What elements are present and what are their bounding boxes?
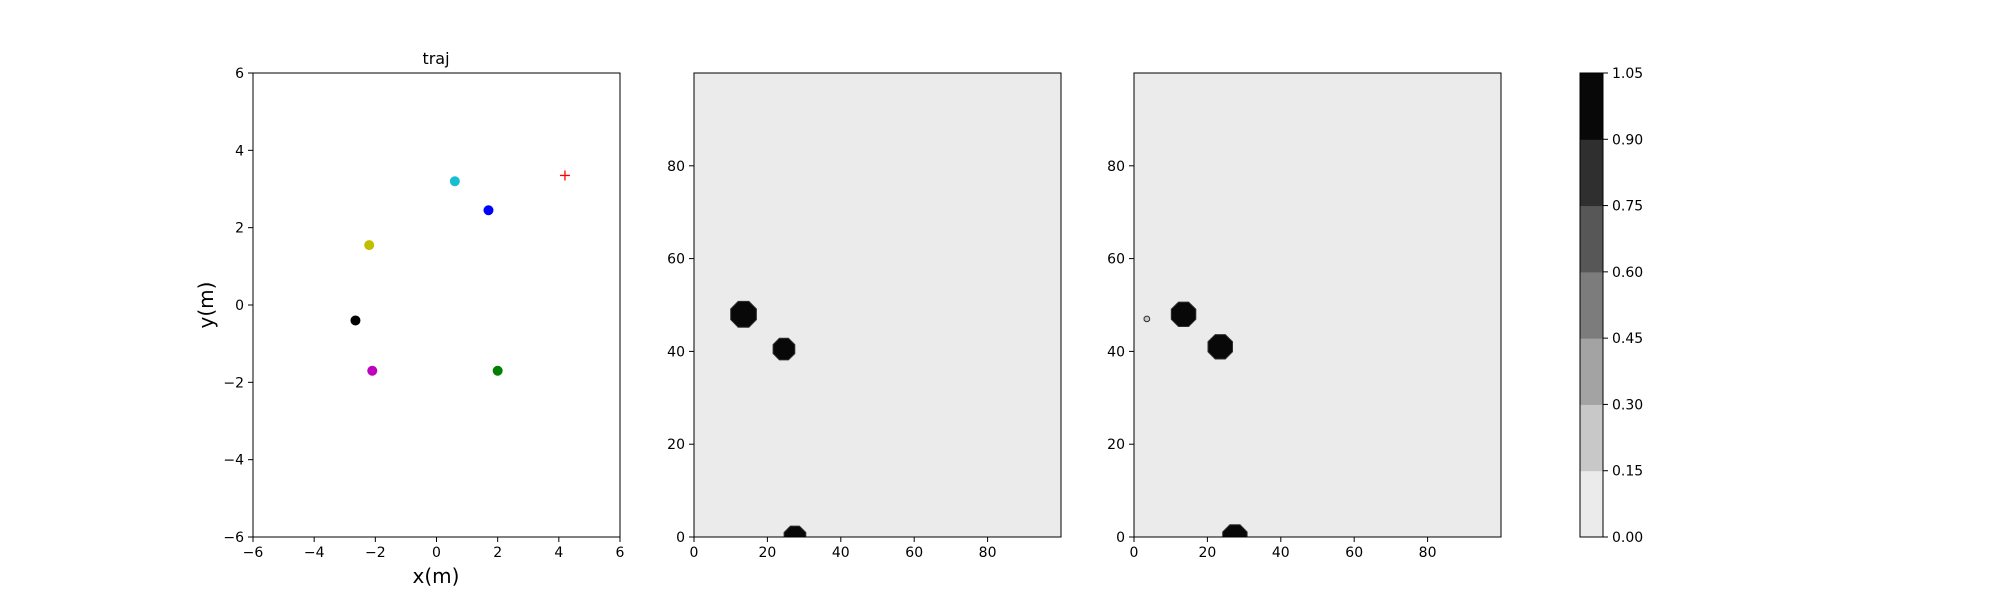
heatmap-2-y-tick-label: 20 (1107, 437, 1125, 453)
traj-y-tick-label: −6 (223, 530, 244, 546)
traj-y-tick-label: −4 (223, 453, 244, 469)
heatmap-1-x-ticks: 0 20 40 60 80 (690, 537, 997, 561)
heatmap-1-y-tick-label: 0 (676, 530, 685, 546)
heatmap-2-y-tick-label: 40 (1107, 344, 1125, 360)
heatmap-2-x-tick-label: 60 (1345, 545, 1363, 561)
goal-marker (559, 170, 570, 181)
traj-y-tick-label: 0 (235, 298, 244, 314)
traj-panel: traj −6 −4 −2 0 2 4 6 −6 −4 −2 0 2 4 6 x(m) y(m) (194, 49, 625, 588)
traj-x-tick-label: −6 (243, 545, 264, 561)
colorbar-levels (1580, 73, 1603, 538)
occupancy-blob (1143, 315, 1151, 323)
heatmap-1-y-tick-label: 40 (667, 344, 685, 360)
heatmap-1-frame (693, 72, 1062, 538)
heatmap-1-y-tick-label: 60 (667, 252, 685, 268)
colorbar-level (1580, 338, 1603, 405)
heatmap-2-background (1134, 73, 1501, 537)
occupancy-blob (730, 300, 757, 328)
traj-y-ticks: −6 −4 −2 0 2 4 6 (223, 66, 253, 546)
agent-point (483, 205, 494, 216)
heatmap-panel-1: 0 20 40 60 80 0 20 40 60 80 (667, 72, 1062, 561)
heatmap-1-y-tick-label: 20 (667, 437, 685, 453)
colorbar-level (1580, 73, 1603, 140)
heatmap-1-y-ticks: 0 20 40 60 80 (667, 159, 694, 546)
traj-y-tick-label: 2 (235, 221, 244, 237)
traj-x-tick-label: −2 (365, 545, 386, 561)
agent-point (367, 365, 378, 376)
colorbar-tick-label: 0.30 (1612, 397, 1643, 413)
heatmap-2-x-tick-label: 40 (1272, 545, 1290, 561)
agent-point (492, 365, 503, 376)
agent-point (350, 315, 361, 326)
occupancy-blob (1222, 524, 1248, 537)
colorbar-level (1580, 139, 1603, 207)
traj-frame (252, 72, 621, 538)
heatmap-1-y-tick-label: 80 (667, 159, 685, 175)
traj-x-tick-label: −4 (304, 545, 325, 561)
colorbar-level (1580, 271, 1603, 339)
traj-x-tick-label: 6 (616, 545, 625, 561)
traj-x-tick-label: 2 (493, 545, 502, 561)
heatmap-2-x-ticks: 0 20 40 60 80 (1130, 537, 1437, 561)
colorbar-level (1580, 205, 1603, 273)
traj-y-label: y(m) (194, 282, 218, 329)
traj-points (350, 170, 570, 376)
heatmap-1-x-tick-label: 80 (979, 545, 997, 561)
heatmap-1-x-tick-label: 40 (832, 545, 850, 561)
colorbar-tick-label: 1.05 (1612, 66, 1643, 82)
heatmap-panel-2: 0 20 40 60 80 0 20 40 60 80 (1107, 72, 1502, 561)
heatmap-2-frame (1133, 72, 1502, 538)
occupancy-blob (772, 337, 796, 361)
traj-y-tick-label: 4 (235, 143, 244, 159)
heatmap-1-x-tick-label: 60 (905, 545, 923, 561)
colorbar-level (1580, 470, 1603, 538)
traj-x-tick-label: 0 (432, 545, 441, 561)
heatmap-1-x-tick-label: 0 (690, 545, 699, 561)
colorbar-level (1580, 404, 1603, 472)
traj-title: traj (422, 49, 449, 68)
traj-x-ticks: −6 −4 −2 0 2 4 6 (243, 537, 625, 561)
occupancy-blob (1207, 334, 1233, 360)
heatmap-2-x-tick-label: 20 (1198, 545, 1216, 561)
colorbar: 0.00 0.15 0.30 0.45 0.60 0.75 0.90 1.05 (1579, 66, 1643, 546)
colorbar-tick-label: 0.75 (1612, 199, 1643, 215)
traj-x-label: x(m) (413, 564, 460, 588)
colorbar-tick-label: 0.60 (1612, 265, 1643, 281)
heatmap-2-blobs (1143, 301, 1248, 537)
heatmap-2-x-tick-label: 0 (1130, 545, 1139, 561)
heatmap-1-blobs (730, 300, 807, 537)
agent-point (364, 240, 375, 251)
heatmap-2-y-tick-label: 80 (1107, 159, 1125, 175)
traj-y-tick-label: −2 (223, 375, 244, 391)
traj-y-tick-label: 6 (235, 66, 244, 82)
heatmap-2-y-ticks: 0 20 40 60 80 (1107, 159, 1134, 546)
colorbar-ticks: 0.00 0.15 0.30 0.45 0.60 0.75 0.90 1.05 (1603, 66, 1643, 546)
colorbar-tick-label: 0.90 (1612, 132, 1643, 148)
colorbar-tick-label: 0.00 (1612, 530, 1643, 546)
heatmap-1-x-tick-label: 20 (758, 545, 776, 561)
heatmap-2-y-tick-label: 60 (1107, 252, 1125, 268)
colorbar-tick-label: 0.45 (1612, 331, 1643, 347)
heatmap-2-y-tick-label: 0 (1116, 530, 1125, 546)
traj-x-tick-label: 4 (554, 545, 563, 561)
occupancy-blob (1170, 301, 1197, 327)
heatmap-1-background (694, 73, 1061, 537)
heatmap-2-x-tick-label: 80 (1419, 545, 1437, 561)
occupancy-blob (783, 525, 807, 537)
colorbar-tick-label: 0.15 (1612, 464, 1643, 480)
agent-point (449, 176, 460, 187)
colorbar-frame (1579, 72, 1604, 538)
